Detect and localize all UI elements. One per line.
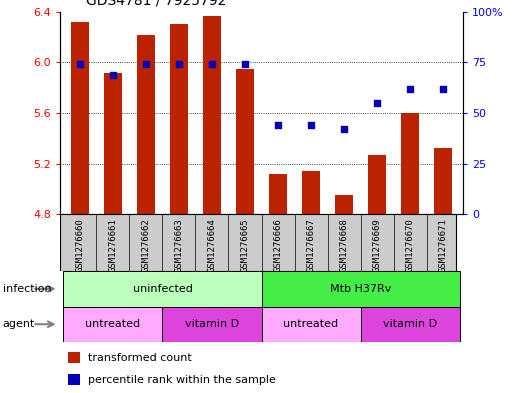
Point xyxy=(373,100,381,106)
Text: vitamin D: vitamin D xyxy=(185,319,239,329)
Text: GSM1276666: GSM1276666 xyxy=(274,219,282,272)
Point xyxy=(175,61,183,68)
Bar xyxy=(104,72,122,214)
Point xyxy=(274,122,282,128)
Text: vitamin D: vitamin D xyxy=(383,319,437,329)
Point xyxy=(142,61,150,68)
Text: GSM1276660: GSM1276660 xyxy=(75,219,84,272)
Bar xyxy=(434,149,452,214)
Text: untreated: untreated xyxy=(85,319,141,329)
Text: uninfected: uninfected xyxy=(132,284,192,294)
Text: GSM1276670: GSM1276670 xyxy=(405,219,415,272)
Bar xyxy=(401,113,419,214)
Bar xyxy=(63,307,163,342)
Text: GSM1276665: GSM1276665 xyxy=(241,219,249,272)
Text: GSM1276671: GSM1276671 xyxy=(439,219,448,272)
Bar xyxy=(163,307,262,342)
Bar xyxy=(236,69,254,214)
Text: GSM1276664: GSM1276664 xyxy=(208,219,217,272)
Text: GSM1276662: GSM1276662 xyxy=(141,219,151,272)
Bar xyxy=(262,271,460,307)
Point xyxy=(76,61,84,68)
Point xyxy=(109,72,117,78)
Text: GSM1276661: GSM1276661 xyxy=(108,219,118,272)
Text: GSM1276667: GSM1276667 xyxy=(306,219,315,272)
Point xyxy=(307,122,315,128)
Bar xyxy=(170,24,188,214)
Bar xyxy=(368,155,386,214)
Point xyxy=(208,61,216,68)
Point xyxy=(406,86,414,92)
Text: agent: agent xyxy=(3,319,35,329)
Bar xyxy=(71,22,89,214)
Bar xyxy=(63,271,262,307)
Text: infection: infection xyxy=(3,284,51,294)
Bar xyxy=(335,195,353,214)
Bar xyxy=(262,307,360,342)
Text: Mtb H37Rv: Mtb H37Rv xyxy=(330,284,391,294)
Bar xyxy=(137,35,155,214)
Point xyxy=(241,61,249,68)
Point xyxy=(439,86,447,92)
Text: percentile rank within the sample: percentile rank within the sample xyxy=(88,375,276,385)
Text: transformed count: transformed count xyxy=(88,353,192,363)
Bar xyxy=(203,16,221,214)
Bar xyxy=(269,174,287,214)
Point xyxy=(340,126,348,132)
Bar xyxy=(302,171,320,214)
Bar xyxy=(68,374,81,385)
Text: GSM1276668: GSM1276668 xyxy=(339,219,348,272)
Text: GSM1276663: GSM1276663 xyxy=(175,219,184,272)
Text: untreated: untreated xyxy=(283,319,338,329)
Text: GSM1276669: GSM1276669 xyxy=(372,219,382,272)
Bar xyxy=(68,352,81,363)
Text: GDS4781 / 7925792: GDS4781 / 7925792 xyxy=(86,0,226,8)
Bar xyxy=(360,307,460,342)
